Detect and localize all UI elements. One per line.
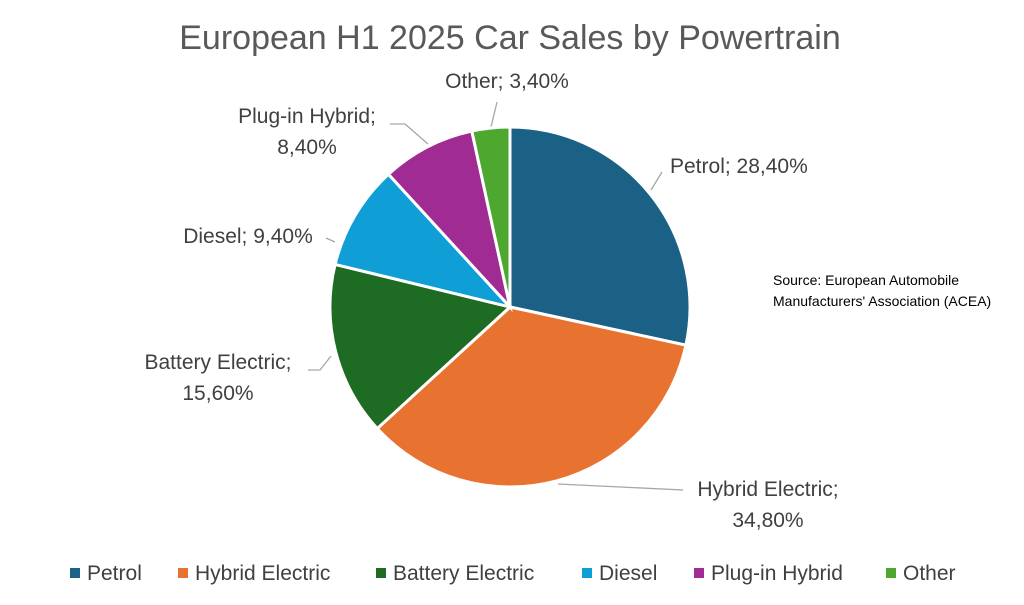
legend-label-petrol: Petrol (87, 562, 142, 585)
legend-swatch-other (886, 568, 896, 578)
legend-swatch-diesel (582, 568, 592, 578)
legend-item-diesel: Diesel (582, 562, 657, 585)
legend-label-other: Other (903, 562, 956, 585)
legend-item-petrol: Petrol (70, 562, 142, 585)
legend-swatch-battery-electric (376, 568, 386, 578)
leader-lines (308, 101, 684, 491)
chart-title: European H1 2025 Car Sales by Powertrain (179, 19, 841, 57)
legend-label-battery-electric: Battery Electric (393, 562, 534, 585)
legend-item-hybrid-electric: Hybrid Electric (178, 562, 330, 585)
leader-line-diesel (325, 237, 336, 243)
leader-line-petrol (650, 171, 663, 191)
legend-label-hybrid-electric: Hybrid Electric (195, 562, 330, 585)
pie-slice-hybrid-electric (375, 305, 688, 489)
data-label-other: Other; 3,40% (445, 70, 569, 93)
legend-swatch-hybrid-electric (178, 568, 188, 578)
legend-item-other: Other (886, 562, 956, 585)
data-label-diesel: Diesel; 9,40% (183, 225, 313, 248)
leader-line-plug-in-hybrid (390, 123, 429, 145)
source-note: Source: European Automobile Manufacturers… (773, 272, 991, 309)
legend-item-plug-in-hybrid: Plug-in Hybrid (694, 562, 843, 585)
pie-slice-other (470, 125, 512, 308)
pie-slice-diesel (333, 172, 515, 310)
pie-slices (328, 125, 692, 489)
pie-slice-petrol (508, 125, 692, 347)
data-label-plug-in-hybrid: Plug-in Hybrid; 8,40% (238, 105, 376, 159)
legend-swatch-plug-in-hybrid (694, 568, 704, 578)
pie-slice-battery-electric (328, 262, 514, 431)
data-label-battery-electric: Battery Electric; 15,60% (144, 351, 291, 405)
pie-slice-plug-in-hybrid (386, 129, 513, 313)
legend-item-battery-electric: Battery Electric (376, 562, 534, 585)
legend-label-plug-in-hybrid: Plug-in Hybrid (711, 562, 843, 585)
leader-line-other (490, 101, 498, 128)
leader-line-hybrid-electric (557, 483, 684, 491)
legend-label-diesel: Diesel (599, 562, 657, 585)
leader-line-battery-electric (308, 355, 332, 371)
source-text: Source: European Automobile Manufacturers… (773, 272, 991, 309)
data-label-petrol: Petrol; 28,40% (670, 155, 808, 178)
data-label-hybrid-electric: Hybrid Electric; 34,80% (697, 478, 838, 532)
legend-swatch-petrol (70, 568, 80, 578)
data-labels: Petrol; 28,40% Hybrid Electric; 34,80% Batt… (144, 70, 838, 532)
legend: Petrol Hybrid Electric Battery Electric Die… (70, 562, 956, 585)
